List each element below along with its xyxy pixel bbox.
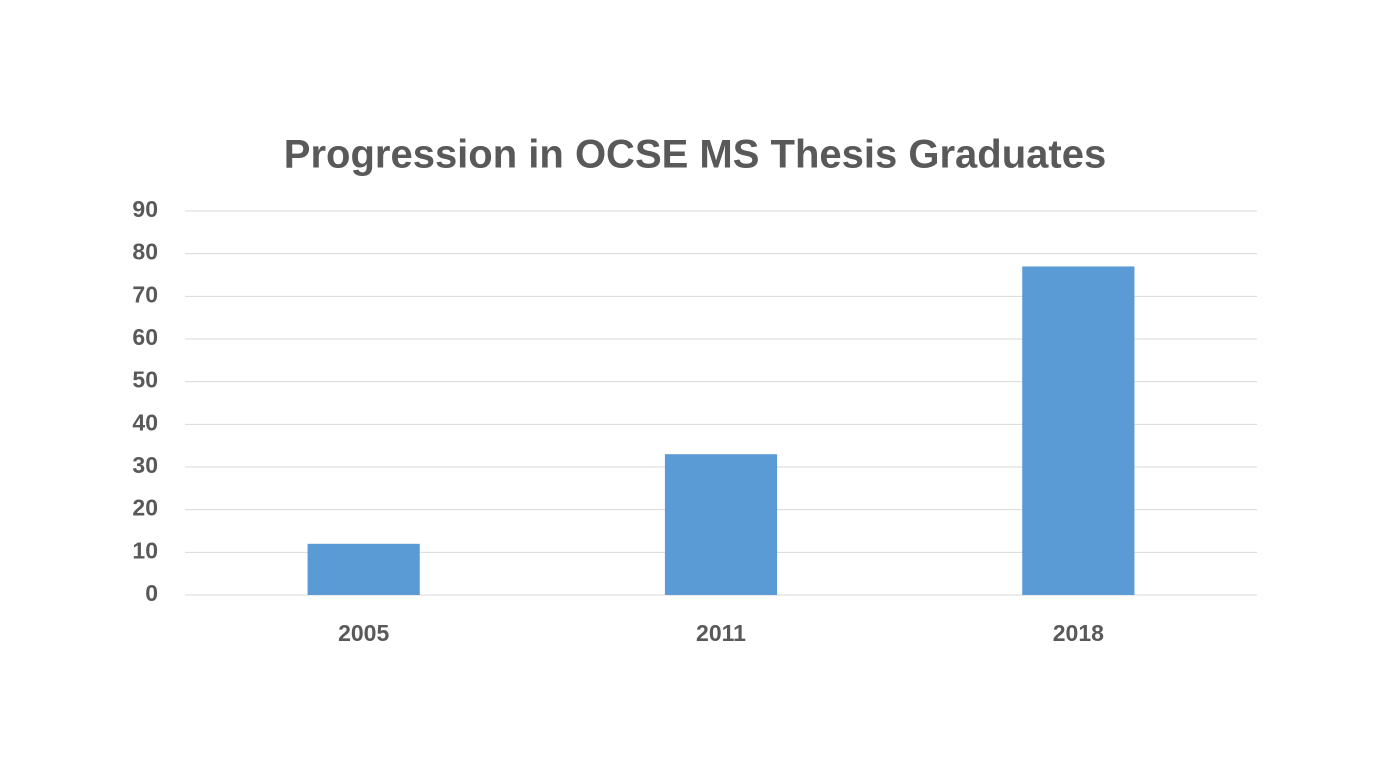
y-tick-label: 60 <box>132 324 158 350</box>
bar <box>307 543 420 595</box>
x-tick-label: 2018 <box>1053 620 1104 646</box>
chart-title: Progression in OCSE MS Thesis Graduates <box>284 133 1106 177</box>
y-tick-label: 10 <box>132 537 158 563</box>
y-tick-label: 40 <box>132 409 158 435</box>
y-tick-label: 90 <box>132 196 158 222</box>
y-tick-label: 70 <box>132 281 158 307</box>
y-tick-label: 50 <box>132 367 158 393</box>
y-tick-label: 0 <box>145 580 158 606</box>
bar <box>664 454 778 595</box>
y-tick-label: 80 <box>132 239 158 265</box>
y-tick-label: 30 <box>132 452 158 478</box>
bar <box>1022 266 1135 595</box>
x-tick-label: 2005 <box>338 620 389 646</box>
y-tick-label: 20 <box>132 495 158 521</box>
x-tick-label: 2011 <box>696 620 746 646</box>
